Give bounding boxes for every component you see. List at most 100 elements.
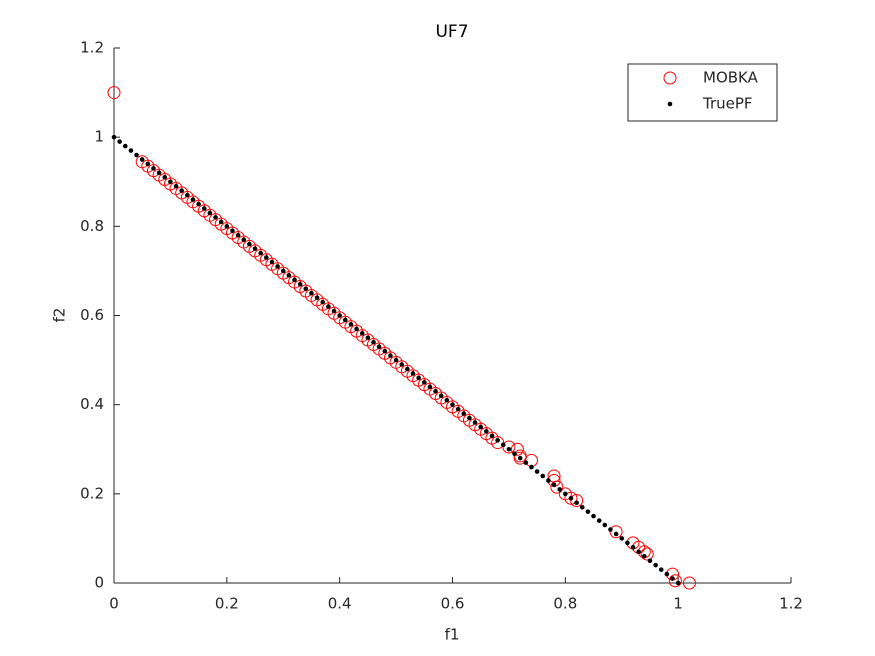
data-point [207,210,213,216]
data-point [640,547,654,561]
data-point [117,139,122,144]
data-point [410,371,416,376]
data-point [529,464,534,470]
data-point [343,317,348,323]
data-point [303,286,309,292]
data-point [213,215,218,220]
data-point [365,335,371,341]
data-point [371,339,376,345]
data-point [235,232,241,238]
x-tick-label: 0.8 [553,595,577,613]
data-point [376,344,382,350]
data-point [450,402,455,407]
data-point [613,531,619,537]
legend-box [627,63,778,122]
data-point [433,388,438,394]
data-point [500,442,506,448]
data-point [122,143,128,149]
data-point [682,576,696,590]
data-point [478,424,484,430]
data-point [484,429,489,434]
data-point [506,446,512,452]
data-point [314,295,320,300]
legend-marker [663,71,677,85]
data-point [275,264,280,269]
data-point [658,567,664,572]
data-point [388,353,393,358]
data-point [512,451,517,457]
data-point [354,326,359,332]
data-point [139,157,145,162]
data-point [550,480,564,494]
data-point [461,411,467,416]
data-point [252,246,258,251]
data-point [258,250,263,256]
data-point [173,183,179,189]
data-point [405,366,410,372]
data-point [675,580,681,586]
data-point [421,380,427,385]
data-point [196,201,201,207]
data-point [185,192,190,198]
data-point [608,527,613,532]
x-tick-label: 0.6 [441,595,465,613]
data-point [337,313,342,318]
data-point [585,509,591,514]
data-point [653,562,658,568]
data-point [134,152,139,158]
data-point [416,375,421,381]
x-tick-label: 0 [109,595,119,613]
data-point [162,174,168,180]
y-axis-label: f2 [51,308,69,323]
data-point [247,241,252,247]
data-point [230,228,235,234]
data-point [568,495,574,501]
data-point [427,384,433,390]
x-tick-label: 1 [673,595,683,613]
data-point [495,438,500,443]
data-point [563,491,568,497]
data-point [546,478,551,483]
data-point [540,473,546,479]
data-point [292,277,297,283]
x-tick-label: 0.2 [215,595,239,613]
data-point [179,188,184,193]
data-point [156,170,162,176]
data-point [264,255,269,260]
y-tick-label: 0.8 [80,217,104,235]
data-point [326,304,331,309]
y-tick-label: 0.4 [80,395,104,413]
legend-label: TruePF [702,95,753,113]
data-point [280,268,286,274]
data-point [269,259,275,265]
data-point [190,197,196,202]
data-point [557,487,562,492]
x-axis-label: f1 [445,626,460,644]
data-point [619,536,625,541]
data-point [286,273,292,278]
data-point [517,455,523,461]
data-point [201,206,207,211]
data-point [625,540,630,546]
data-point [668,574,682,588]
data-point [320,299,326,305]
data-point [382,348,388,354]
data-point [510,442,524,456]
data-point [579,504,585,510]
data-point [467,415,472,421]
data-point [438,393,444,399]
data-point [399,362,405,367]
chart-title: UF7 [435,22,468,42]
data-point [111,134,117,140]
data-point [455,406,461,412]
data-point [636,549,641,555]
data-point [647,558,653,564]
x-tick-label: 0.4 [328,595,352,613]
data-point [168,179,173,185]
data-point [331,308,337,314]
data-point [574,500,579,506]
data-point [145,161,151,167]
legend-label: MOBKA [703,69,759,87]
data-point [642,553,647,559]
legend-marker [667,101,673,107]
